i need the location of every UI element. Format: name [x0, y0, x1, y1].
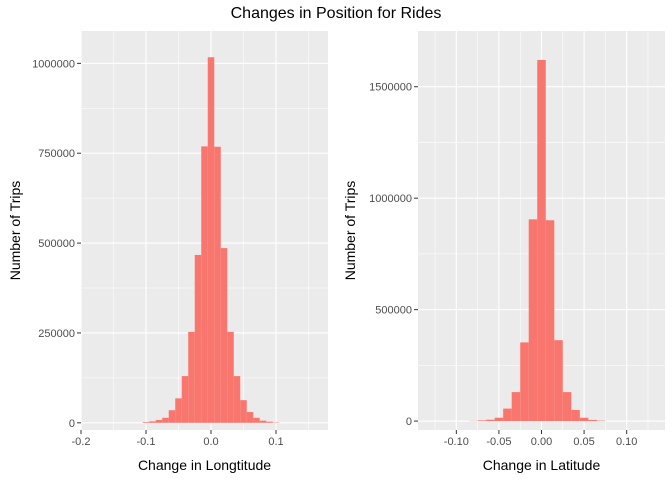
- lon-histogram-bar: [207, 57, 215, 423]
- figure-title: Changes in Position for Rides: [231, 5, 442, 22]
- lon-x-tick-label: -0.2: [72, 436, 91, 448]
- lat-histogram-bar: [579, 417, 589, 422]
- lat-histogram-bar: [571, 409, 580, 422]
- lat-histogram-bar: [494, 417, 504, 422]
- lat-x-tick-label: -0.10: [444, 436, 469, 448]
- lat-y-tick-label: 1500000: [369, 82, 412, 94]
- lon-histogram-bar: [149, 421, 156, 423]
- lon-histogram-bar: [214, 146, 221, 423]
- lon-histogram-bar: [240, 400, 247, 423]
- lat-x-tick-label: 0.10: [616, 436, 637, 448]
- lat-x-axis-title: Change in Latitude: [483, 457, 601, 473]
- lat-y-axis-title: Number of Trips: [342, 181, 358, 281]
- lat-y-tick-label: 500000: [375, 305, 412, 317]
- lat-x-tick-label: 0.00: [531, 436, 552, 448]
- lat-histogram-bar: [511, 392, 521, 422]
- lon-y-tick-label: 0: [69, 418, 75, 430]
- lon-y-tick-label: 500000: [38, 238, 75, 250]
- lat-y-tick-label: 0: [406, 416, 412, 428]
- lon-histogram-bar: [201, 146, 208, 423]
- lat-histogram-bar: [528, 219, 538, 422]
- lat-histogram-bar: [554, 340, 563, 422]
- lon-histogram-bar: [227, 331, 234, 423]
- lon-y-tick-label: 1000000: [32, 58, 75, 70]
- lat-histogram-bar: [562, 392, 572, 422]
- lon-histogram-bar: [194, 254, 202, 423]
- lon-histogram-bar: [259, 420, 267, 423]
- lon-y-tick-label: 250000: [38, 328, 75, 340]
- lon-histogram-bar: [220, 248, 228, 423]
- lat-y-tick-label: 1000000: [369, 193, 412, 205]
- lat-histogram-bar: [537, 59, 546, 422]
- lon-y-tick-label: 750000: [38, 148, 75, 160]
- lon-x-axis-title: Change in Longtitude: [138, 457, 271, 473]
- lon-histogram-bar: [168, 410, 176, 423]
- lat-histogram-bar: [545, 220, 555, 422]
- lat-histogram-bar: [486, 419, 495, 422]
- lon-y-axis-title: Number of Trips: [7, 181, 23, 281]
- latitude-histogram-panel: -0.10 -0.05 0.00 0.05 0.10 0 500000 1000000 1500…: [342, 31, 665, 473]
- lon-histogram-bar: [162, 417, 169, 423]
- lon-histogram-bar: [188, 331, 195, 423]
- longitude-histogram-panel: -0.2 -0.1 0.0 0.1 0 250000 500000 750000 1000000…: [7, 31, 328, 473]
- lon-histogram-bar: [155, 419, 163, 423]
- lon-histogram-bar: [233, 376, 241, 423]
- lon-histogram-bar: [181, 376, 189, 423]
- lat-histogram-bar: [588, 419, 597, 422]
- lon-histogram-bar: [142, 422, 150, 423]
- lon-x-tick-label: -0.1: [137, 436, 156, 448]
- lat-histogram-bar: [477, 420, 487, 422]
- lat-x-tick-label: -0.05: [486, 436, 511, 448]
- lon-x-tick-label: 0.1: [268, 436, 283, 448]
- lon-histogram-bar: [253, 417, 260, 423]
- lon-histogram-bar: [246, 412, 254, 423]
- lon-histogram-bar: [175, 398, 182, 423]
- lat-histogram-bar: [520, 342, 529, 422]
- lon-histogram-bar: [266, 421, 273, 423]
- lat-x-tick-label: 0.05: [573, 436, 594, 448]
- lon-x-tick-label: 0.0: [203, 436, 218, 448]
- lat-histogram-bar: [503, 408, 512, 422]
